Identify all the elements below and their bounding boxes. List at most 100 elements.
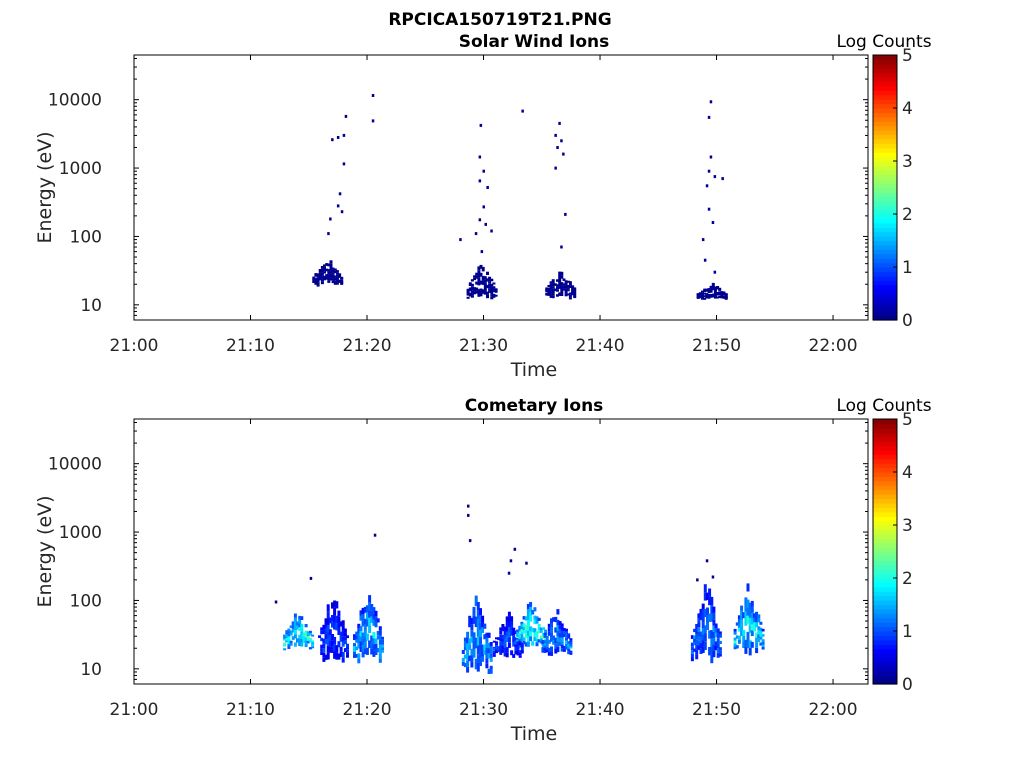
data-cell (554, 637, 558, 643)
data-cell (293, 621, 297, 626)
data-cell (363, 618, 367, 625)
data-cell (740, 605, 744, 611)
data-cell (337, 628, 341, 635)
data-cell (573, 296, 577, 299)
data-cell (545, 638, 549, 642)
colorbar-segment (873, 103, 897, 109)
data-cell (488, 276, 492, 279)
data-cell (490, 286, 494, 289)
data-point (507, 571, 511, 575)
data-cell (556, 609, 560, 615)
data-cell (322, 643, 326, 648)
data-point (482, 169, 485, 173)
data-cell (376, 631, 380, 636)
colorbar-segment (873, 138, 897, 144)
data-cell (327, 274, 331, 278)
data-cell (750, 624, 754, 631)
panel-title: Solar Wind Ions (459, 32, 610, 52)
data-cell (468, 655, 472, 662)
data-cell (479, 264, 483, 269)
data-cell (470, 617, 474, 625)
colorbar-segment (873, 227, 897, 233)
data-cell (569, 640, 573, 643)
data-cell (343, 636, 347, 641)
data-cell (331, 278, 335, 281)
data-cell (699, 637, 703, 643)
data-cell (520, 639, 524, 642)
data-cell (507, 637, 511, 643)
data-cell (535, 638, 539, 643)
data-cell (535, 635, 539, 639)
data-cell (324, 639, 328, 645)
data-cell (695, 654, 699, 660)
data-cell (757, 634, 761, 639)
data-cell (328, 635, 332, 641)
data-cell (326, 631, 330, 639)
data-cell (326, 638, 330, 646)
data-cell (520, 648, 524, 651)
data-cell (327, 280, 331, 283)
data-cell (361, 638, 365, 645)
data-cell (712, 631, 716, 639)
data-point (479, 123, 483, 127)
colorbar-segment (873, 555, 897, 561)
data-cell (708, 613, 712, 622)
data-cell (526, 603, 530, 610)
data-cell (560, 637, 564, 641)
data-cell (550, 637, 553, 642)
data-cell (374, 621, 378, 628)
data-cell (359, 646, 363, 652)
data-cell (503, 626, 507, 631)
data-cell (372, 619, 376, 626)
data-cell (323, 268, 326, 272)
data-cell (705, 288, 709, 291)
data-point (478, 218, 482, 222)
data-cell (707, 289, 711, 292)
data-cell (710, 596, 714, 606)
x-tick-label: 21:50 (692, 336, 741, 356)
data-point (490, 229, 493, 233)
data-cell (706, 615, 709, 623)
data-cell (497, 637, 501, 641)
data-cell (565, 628, 568, 632)
data-cell (312, 276, 316, 279)
data-cell (558, 641, 562, 646)
data-cell (376, 648, 380, 653)
data-cluster (690, 584, 722, 664)
data-cell (326, 625, 330, 632)
data-cluster (733, 583, 765, 656)
data-cell (716, 287, 720, 290)
data-cell (744, 611, 748, 619)
data-cell (520, 650, 524, 652)
data-cell (558, 637, 562, 642)
data-cell (328, 617, 332, 624)
data-cell (533, 615, 537, 620)
data-cell (716, 643, 720, 648)
data-cell (296, 625, 299, 630)
data-cell (374, 610, 378, 617)
data-cell (372, 632, 376, 639)
data-cell (304, 630, 308, 634)
data-cell (518, 629, 522, 632)
data-cell (558, 621, 562, 626)
data-cell (328, 629, 332, 636)
data-cell (329, 270, 333, 274)
colorbar-tick-label: 1 (902, 258, 913, 278)
data-cell (550, 646, 553, 652)
colorbar-segment (873, 675, 897, 681)
data-cell (359, 641, 363, 647)
data-cell (472, 649, 476, 658)
data-cell (526, 636, 530, 642)
data-cell (470, 283, 474, 287)
data-cell (477, 274, 481, 278)
data-cell (535, 642, 539, 647)
data-cell (503, 643, 507, 648)
data-cell (501, 638, 505, 642)
data-cell (699, 608, 703, 615)
data-cell (753, 626, 756, 632)
data-cell (565, 640, 568, 644)
data-cell (333, 622, 337, 630)
data-cell (516, 636, 520, 639)
data-cell (543, 640, 547, 643)
data-cell (486, 284, 489, 289)
